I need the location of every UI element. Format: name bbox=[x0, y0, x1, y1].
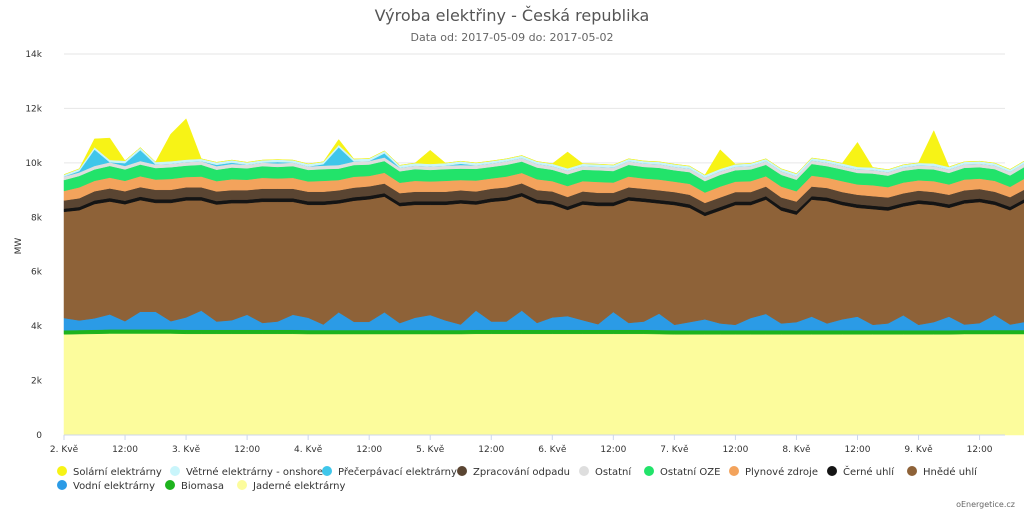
legend-label: Vodní elektrárny bbox=[73, 480, 155, 492]
area-sol-rn-elektr-rny bbox=[63, 118, 1024, 176]
x-tick-label: 12:00 bbox=[478, 445, 504, 455]
x-tick-label: 3. Kvě bbox=[172, 445, 201, 455]
legend-label: Přečerpávací elektrárny bbox=[338, 466, 457, 478]
y-tick-label: 4k bbox=[31, 322, 43, 332]
legend-marker bbox=[237, 480, 247, 490]
legend-marker bbox=[579, 466, 589, 476]
legend-label: Ostatní OZE bbox=[660, 466, 720, 478]
legend-label: Zpracování odpadu bbox=[473, 466, 570, 478]
x-tick-label: 12:00 bbox=[112, 445, 138, 455]
chart-subtitle: Data od: 2017-05-09 do: 2017-05-02 bbox=[411, 31, 614, 44]
legend-marker bbox=[644, 466, 654, 476]
y-tick-label: 12k bbox=[25, 104, 42, 114]
legend-label: Hnědé uhlí bbox=[923, 466, 978, 478]
legend-label: Ostatní bbox=[595, 466, 632, 478]
y-tick-label: 0 bbox=[36, 431, 42, 441]
legend-marker bbox=[170, 466, 180, 476]
legend-marker bbox=[457, 466, 467, 476]
legend-label: Plynové zdroje bbox=[745, 466, 818, 478]
legend-item: Přečerpávací elektrárny bbox=[322, 466, 457, 478]
legend-item: Plynové zdroje bbox=[729, 466, 818, 478]
area-hn-d-uhl- bbox=[63, 196, 1024, 326]
x-tick-label: 12:00 bbox=[600, 445, 626, 455]
chart-credit: oEnergetice.cz bbox=[956, 500, 1015, 509]
x-tick-label: 7. Kvě bbox=[660, 445, 689, 455]
area-jadern-elektr-rny bbox=[63, 333, 1024, 436]
legend-item: Větrné elektrárny - onshore bbox=[170, 466, 323, 478]
axis-layer: 0 2k 4k 6k 8k 10k 12k 14k 2. Kvě 12:00 3. Kvě 12:00… bbox=[25, 50, 1005, 455]
legend-label: Jaderné elektrárny bbox=[252, 480, 345, 492]
legend-item: Vodní elektrárny bbox=[57, 480, 155, 492]
x-tick-label: 8. Kvě bbox=[782, 445, 811, 455]
legend-item: Hnědé uhlí bbox=[907, 466, 978, 478]
legend-item: Ostatní bbox=[579, 466, 632, 478]
legend-marker bbox=[57, 480, 67, 490]
x-tick-label: 9. Kvě bbox=[904, 445, 933, 455]
x-tick-label: 12:00 bbox=[967, 445, 993, 455]
legend-marker bbox=[729, 466, 739, 476]
legend-marker bbox=[57, 466, 67, 476]
legend-item: Ostatní OZE bbox=[644, 466, 720, 478]
x-tick-label: 12:00 bbox=[845, 445, 871, 455]
y-axis-label: MW bbox=[14, 238, 24, 255]
y-tick-label: 2k bbox=[31, 377, 43, 387]
legend-label: Větrné elektrárny - onshore bbox=[186, 466, 323, 478]
x-tick-label: 12:00 bbox=[722, 445, 748, 455]
legend-marker bbox=[165, 480, 175, 490]
legend-marker bbox=[827, 466, 837, 476]
legend-item: Solární elektrárny bbox=[57, 466, 162, 478]
legend-label: Solární elektrárny bbox=[73, 466, 162, 478]
legend-item: Jaderné elektrárny bbox=[237, 480, 345, 492]
legend-item: Černé uhlí bbox=[827, 465, 895, 478]
x-tick-label: 4. Kvě bbox=[294, 445, 323, 455]
x-tick-label: 5. Kvě bbox=[416, 445, 445, 455]
legend-label: Biomasa bbox=[181, 481, 224, 492]
x-tick-label: 12:00 bbox=[356, 445, 382, 455]
y-tick-label: 6k bbox=[31, 268, 43, 278]
legend-item: Zpracování odpadu bbox=[457, 466, 570, 478]
x-tick-label: 12:00 bbox=[234, 445, 260, 455]
y-tick-label: 14k bbox=[25, 50, 42, 60]
area-layer bbox=[63, 118, 1024, 436]
legend-marker bbox=[322, 466, 332, 476]
x-tick-label: 6. Kvě bbox=[538, 445, 567, 455]
legend-item: Biomasa bbox=[165, 480, 224, 492]
chart-title: Výroba elektřiny - Česká republika bbox=[375, 6, 650, 25]
legend: Solární elektrárny Větrné elektrárny - on… bbox=[57, 465, 978, 492]
x-tick-label: 2. Kvě bbox=[50, 445, 79, 455]
y-tick-label: 10k bbox=[25, 159, 42, 169]
legend-marker bbox=[907, 466, 917, 476]
y-tick-label: 8k bbox=[31, 213, 43, 223]
legend-label: Černé uhlí bbox=[843, 465, 895, 478]
